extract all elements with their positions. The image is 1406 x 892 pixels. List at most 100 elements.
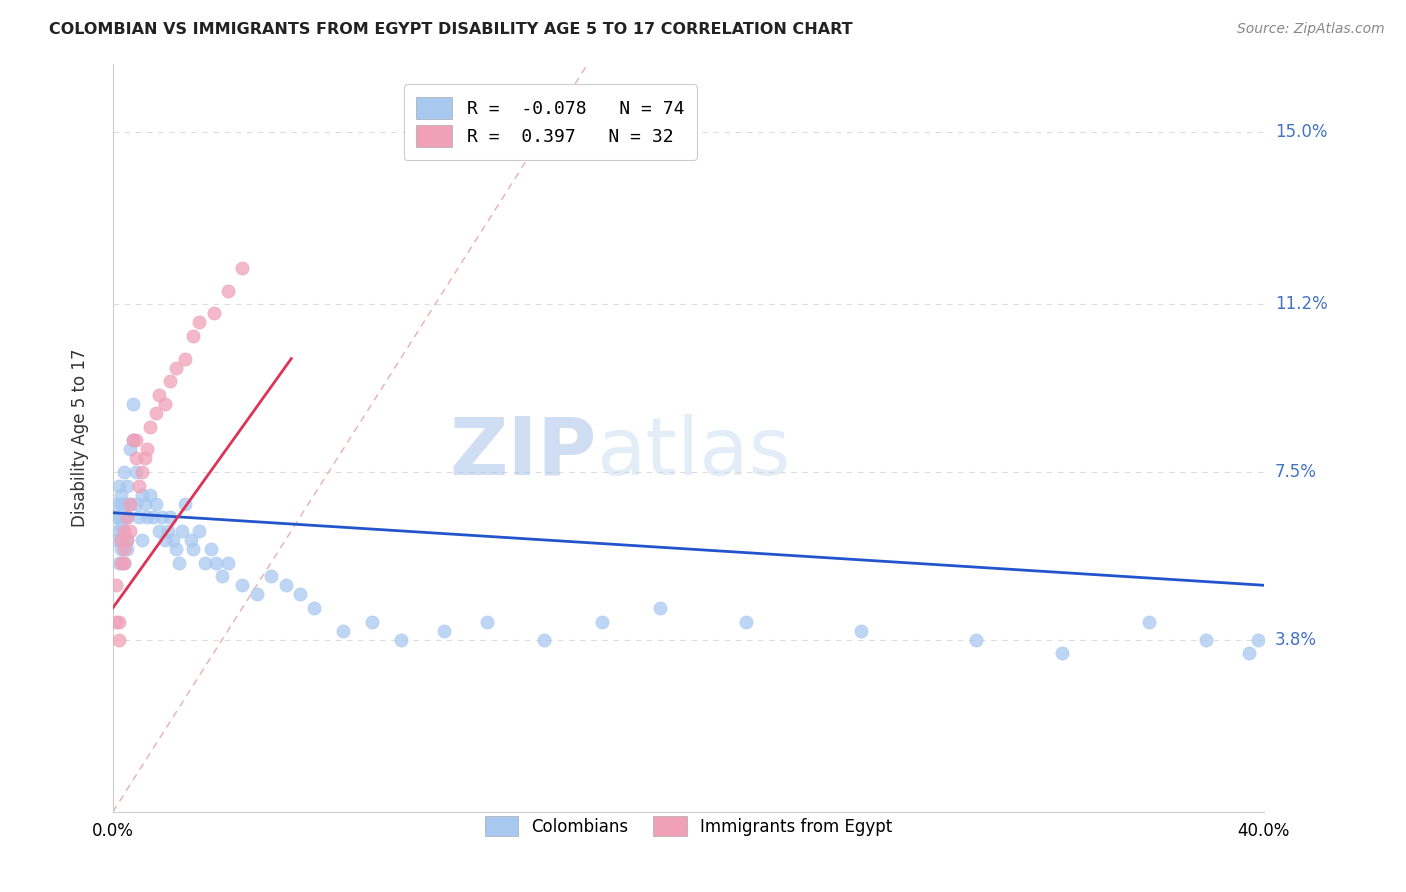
Point xyxy=(1247,632,1270,647)
Point xyxy=(159,510,181,524)
Point xyxy=(591,615,613,629)
Point xyxy=(134,497,156,511)
Point xyxy=(107,524,129,538)
Point xyxy=(142,510,165,524)
Point xyxy=(112,497,135,511)
Point xyxy=(104,510,127,524)
Point xyxy=(231,578,253,592)
Point xyxy=(188,524,211,538)
Y-axis label: Disability Age 5 to 17: Disability Age 5 to 17 xyxy=(72,349,89,527)
Text: 3.8%: 3.8% xyxy=(1275,631,1317,648)
Point xyxy=(136,442,159,457)
Point xyxy=(150,510,173,524)
Point xyxy=(131,533,153,547)
Text: 7.5%: 7.5% xyxy=(1275,463,1317,481)
Point xyxy=(131,465,153,479)
Text: 15.0%: 15.0% xyxy=(1275,123,1327,141)
Text: Source: ZipAtlas.com: Source: ZipAtlas.com xyxy=(1237,22,1385,37)
Point xyxy=(188,315,211,329)
Point xyxy=(260,569,283,583)
Point xyxy=(112,556,135,570)
Point xyxy=(205,556,228,570)
Point xyxy=(107,615,129,629)
Point xyxy=(134,451,156,466)
Point xyxy=(849,624,872,638)
Point xyxy=(125,434,148,448)
Point xyxy=(217,556,239,570)
Point xyxy=(183,541,205,556)
Point xyxy=(183,329,205,343)
Point xyxy=(231,260,253,275)
Point xyxy=(110,497,132,511)
Point xyxy=(153,533,176,547)
Text: ZIP: ZIP xyxy=(449,414,596,491)
Point xyxy=(115,510,138,524)
Point xyxy=(433,624,456,638)
Point xyxy=(145,497,167,511)
Point xyxy=(217,284,239,298)
Point xyxy=(274,578,297,592)
Point xyxy=(122,434,145,448)
Point xyxy=(107,556,129,570)
Point xyxy=(180,533,202,547)
Point xyxy=(136,510,159,524)
Point xyxy=(332,624,354,638)
Point xyxy=(162,533,184,547)
Point xyxy=(735,615,758,629)
Point xyxy=(125,497,148,511)
Point xyxy=(120,497,142,511)
Point xyxy=(145,406,167,420)
Point xyxy=(139,488,162,502)
Point xyxy=(202,306,225,320)
Point xyxy=(122,397,145,411)
Point xyxy=(1239,646,1261,660)
Point xyxy=(112,465,135,479)
Point xyxy=(131,488,153,502)
Point xyxy=(165,541,187,556)
Point xyxy=(104,578,127,592)
Point xyxy=(1052,646,1074,660)
Point xyxy=(128,510,150,524)
Point xyxy=(115,533,138,547)
Point xyxy=(112,524,135,538)
Point xyxy=(288,587,311,601)
Point xyxy=(1195,632,1218,647)
Point xyxy=(115,510,138,524)
Point xyxy=(128,478,150,492)
Point xyxy=(104,533,127,547)
Point xyxy=(112,556,135,570)
Point xyxy=(120,442,142,457)
Point xyxy=(139,419,162,434)
Point xyxy=(120,497,142,511)
Text: 11.2%: 11.2% xyxy=(1275,295,1327,313)
Point xyxy=(104,615,127,629)
Point xyxy=(167,556,190,570)
Point xyxy=(475,615,498,629)
Point xyxy=(194,556,217,570)
Point xyxy=(120,524,142,538)
Point xyxy=(107,478,129,492)
Point xyxy=(173,497,195,511)
Text: COLOMBIAN VS IMMIGRANTS FROM EGYPT DISABILITY AGE 5 TO 17 CORRELATION CHART: COLOMBIAN VS IMMIGRANTS FROM EGYPT DISAB… xyxy=(49,22,853,37)
Point xyxy=(107,632,129,647)
Point xyxy=(122,434,145,448)
Point xyxy=(211,569,233,583)
Point xyxy=(115,541,138,556)
Point xyxy=(112,541,135,556)
Point xyxy=(165,360,187,375)
Point xyxy=(173,351,195,366)
Point xyxy=(648,601,671,615)
Point xyxy=(110,541,132,556)
Point xyxy=(1137,615,1160,629)
Text: atlas: atlas xyxy=(596,414,790,491)
Point xyxy=(246,587,269,601)
Point xyxy=(360,615,382,629)
Point xyxy=(148,388,170,402)
Point xyxy=(153,397,176,411)
Point xyxy=(110,519,132,533)
Point xyxy=(115,478,138,492)
Point xyxy=(110,533,132,547)
Point xyxy=(112,510,135,524)
Point xyxy=(110,533,132,547)
Point xyxy=(110,556,132,570)
